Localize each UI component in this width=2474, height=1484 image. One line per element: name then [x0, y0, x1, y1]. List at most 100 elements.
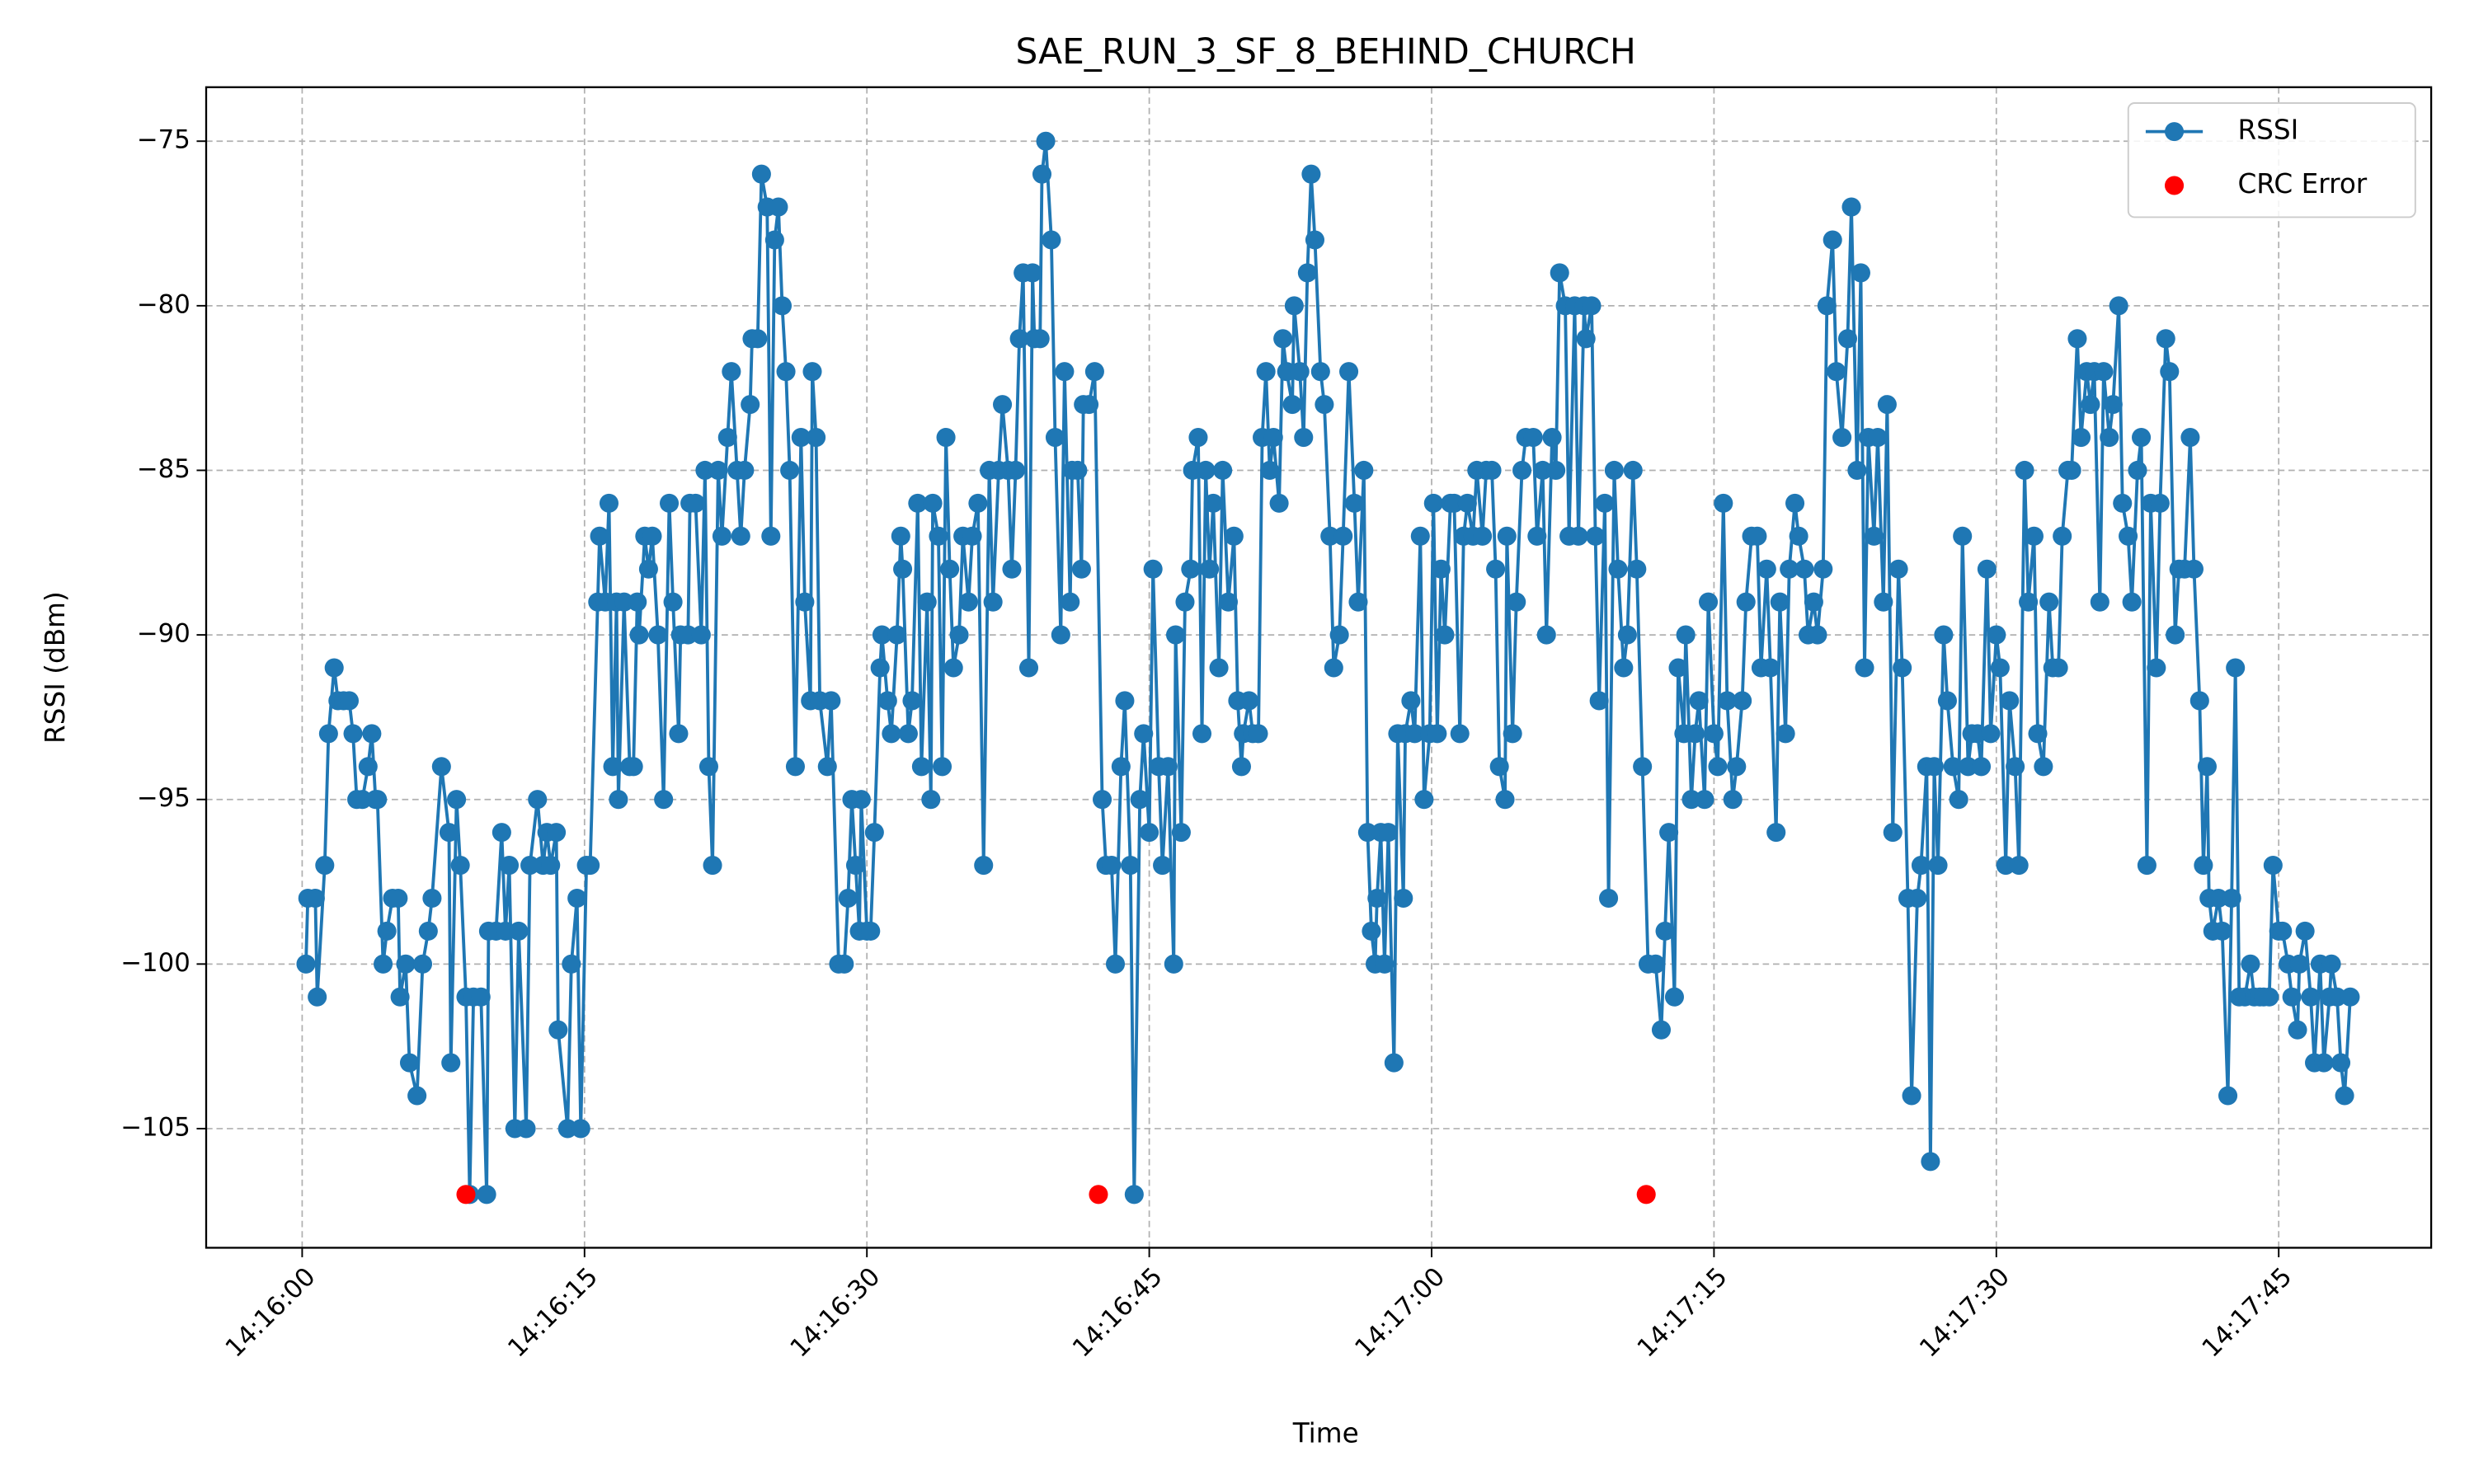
marker [603, 757, 623, 777]
marker [2282, 987, 2302, 1007]
marker [2071, 428, 2091, 448]
marker [929, 526, 948, 546]
marker [1659, 823, 1679, 843]
marker [1263, 428, 1283, 448]
marker [1294, 428, 1314, 448]
marker [609, 790, 628, 810]
marker [1949, 790, 1968, 810]
marker [1832, 428, 1852, 448]
marker [785, 757, 806, 777]
marker [1804, 592, 1823, 612]
marker [943, 658, 963, 678]
marker [1140, 823, 1159, 843]
marker [1736, 592, 1756, 612]
marker [2122, 592, 2142, 612]
marker [2109, 296, 2128, 316]
marker [1200, 559, 1220, 579]
marker [1874, 592, 1893, 612]
marker [877, 691, 897, 711]
marker [1175, 592, 1195, 612]
marker [2103, 395, 2123, 415]
marker [2263, 856, 2283, 876]
marker [308, 987, 327, 1007]
marker [1877, 395, 1897, 415]
legend-marker [2165, 176, 2185, 195]
marker [315, 856, 335, 876]
marker [1953, 526, 1973, 546]
marker [791, 428, 811, 448]
marker [917, 592, 937, 612]
marker [870, 658, 890, 678]
marker [520, 856, 540, 876]
marker [1546, 460, 1566, 481]
marker [1911, 856, 1931, 876]
marker [1367, 888, 1387, 909]
marker [1582, 296, 1602, 316]
marker [2128, 460, 2147, 481]
marker [2327, 987, 2347, 1007]
marker [795, 592, 815, 612]
marker [2166, 625, 2185, 645]
legend-label: RSSI [2237, 115, 2298, 146]
marker [1231, 757, 1251, 777]
marker [1902, 1086, 1921, 1106]
marker [1827, 362, 1846, 382]
marker [1435, 625, 1455, 645]
marker [407, 1086, 427, 1106]
marker [2034, 757, 2053, 777]
marker [1297, 263, 1317, 283]
marker [1181, 559, 1201, 579]
marker [2260, 987, 2279, 1007]
marker [2184, 559, 2204, 579]
marker [628, 592, 647, 612]
legend-label: CRC Error [2237, 168, 2367, 200]
marker [908, 493, 928, 513]
marker [305, 888, 325, 909]
marker [1401, 691, 1421, 711]
marker [1928, 856, 1948, 876]
marker [339, 691, 360, 711]
marker [2062, 460, 2081, 481]
marker [2067, 329, 2087, 349]
marker [1959, 757, 1978, 777]
marker [1586, 526, 1606, 546]
marker [1324, 658, 1343, 678]
marker [1576, 329, 1596, 349]
marker [1747, 526, 1767, 546]
marker [1924, 757, 1944, 777]
marker [1284, 296, 1304, 316]
marker [1855, 658, 1874, 678]
marker [1115, 691, 1135, 711]
marker [2213, 921, 2232, 941]
marker [541, 856, 561, 876]
marker [1536, 625, 1556, 645]
marker [663, 592, 683, 612]
marker [802, 362, 822, 382]
marker [678, 625, 698, 645]
marker [769, 197, 788, 217]
marker [2194, 856, 2213, 876]
marker [1196, 460, 1216, 481]
marker [1249, 724, 1268, 744]
marker [1457, 493, 1477, 513]
marker [1651, 1020, 1672, 1040]
x-axis-label: Time [1292, 1417, 1359, 1449]
marker [2321, 954, 2341, 974]
marker [1569, 526, 1588, 546]
marker [1055, 362, 1075, 382]
marker [1893, 658, 1912, 678]
marker [1785, 493, 1805, 513]
marker [599, 493, 619, 513]
marker [1329, 625, 1349, 645]
marker [642, 526, 662, 546]
marker [1704, 724, 1724, 744]
scatter-point [1636, 1185, 1656, 1205]
marker [835, 954, 854, 974]
marker [1061, 592, 1080, 612]
marker [1813, 559, 1833, 579]
marker [1689, 691, 1709, 711]
marker [761, 526, 781, 546]
marker [838, 888, 858, 909]
marker [1837, 329, 1857, 349]
marker [1617, 625, 1637, 645]
